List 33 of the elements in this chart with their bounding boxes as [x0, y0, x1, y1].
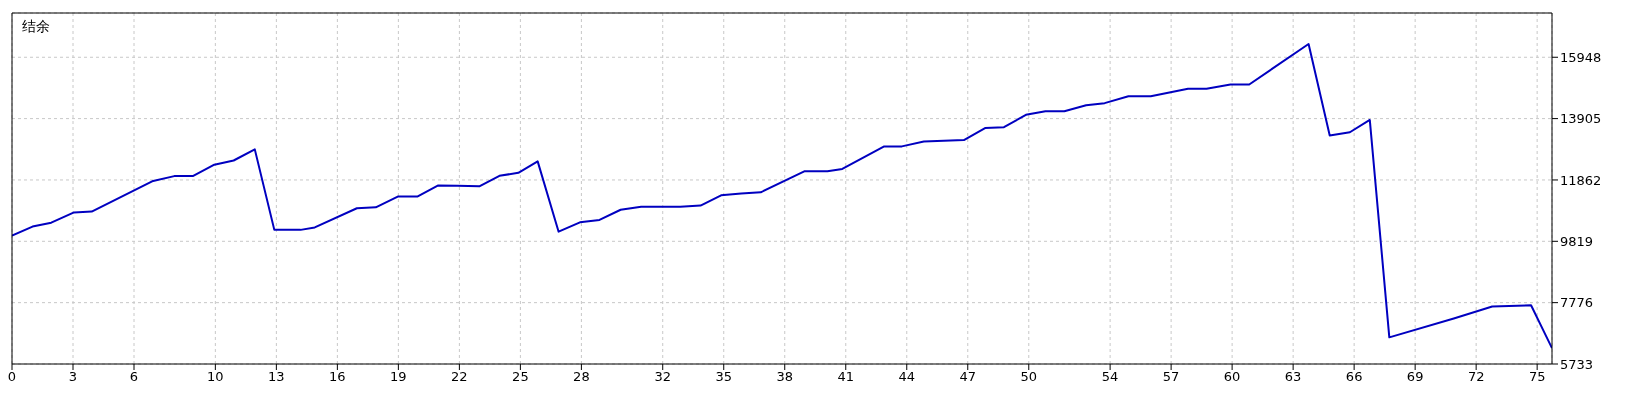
y-tick-label: 15948	[1560, 49, 1602, 65]
x-tick-label: 10	[207, 369, 224, 385]
chart-title: 结余	[22, 18, 50, 36]
x-tick-label: 47	[959, 369, 977, 385]
x-tick-label: 16	[329, 369, 346, 385]
x-tick-label: 69	[1406, 369, 1424, 385]
x-tick-label: 0	[7, 369, 17, 385]
x-tick-label: 50	[1020, 369, 1038, 385]
x-tick-label: 57	[1162, 369, 1180, 385]
x-tick-label: 41	[837, 369, 855, 385]
y-tick-label: 9819	[1560, 233, 1594, 249]
x-tick-label: 22	[451, 369, 468, 385]
x-tick-label: 35	[715, 369, 733, 385]
x-tick-label: 66	[1345, 369, 1363, 385]
x-tick-label: 63	[1284, 369, 1302, 385]
x-tick-label: 32	[654, 369, 672, 385]
x-tick-label: 72	[1467, 369, 1485, 385]
x-tick-label: 60	[1223, 369, 1241, 385]
x-tick-label: 28	[573, 369, 590, 385]
x-tick-label: 6	[129, 369, 139, 385]
x-tick-label: 44	[898, 369, 916, 385]
y-tick-label: 7776	[1560, 295, 1594, 311]
x-tick-label: 3	[68, 369, 78, 385]
x-tick-label: 13	[268, 369, 285, 385]
y-tick-label: 13905	[1560, 111, 1602, 127]
x-tick-label: 54	[1101, 369, 1119, 385]
x-tick-label: 75	[1528, 369, 1546, 385]
y-tick-label: 5733	[1560, 356, 1594, 372]
x-tick-label: 19	[390, 369, 407, 385]
line-series	[12, 42, 1552, 350]
y-tick-label: 11862	[1560, 172, 1602, 188]
x-tick-label: 38	[776, 369, 794, 385]
x-tick-label: 25	[512, 369, 529, 385]
